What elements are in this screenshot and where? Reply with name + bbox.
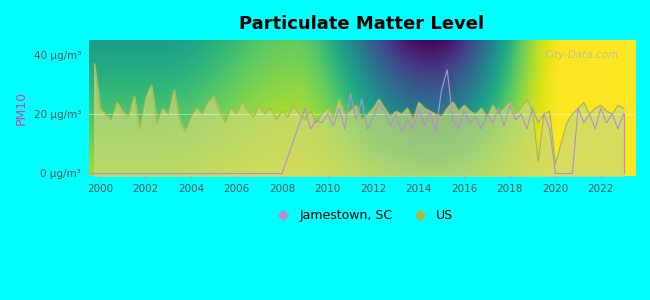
- Title: Particulate Matter Level: Particulate Matter Level: [239, 15, 484, 33]
- Legend: Jamestown, SC, US: Jamestown, SC, US: [265, 204, 458, 227]
- Y-axis label: PM10: PM10: [15, 91, 28, 125]
- Text: City-Data.com: City-Data.com: [545, 50, 619, 60]
